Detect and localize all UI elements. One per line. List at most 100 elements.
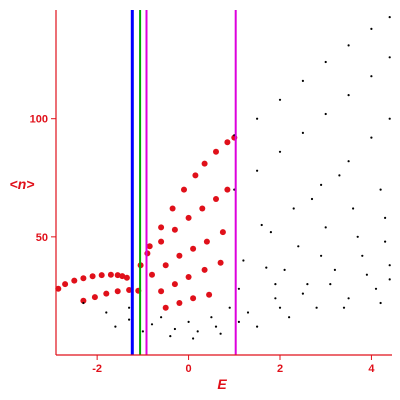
y-tick-label: 100 — [30, 114, 48, 126]
black-dot-point — [320, 183, 323, 186]
black-dot-point — [237, 320, 240, 323]
red-band-point — [114, 288, 121, 295]
red-band-point — [149, 271, 155, 278]
red-band-point — [217, 259, 224, 266]
red-band-point — [201, 266, 208, 273]
black-dot-point — [384, 240, 387, 243]
red-band-point — [176, 252, 183, 259]
red-band-point — [158, 224, 165, 231]
black-dot-point — [219, 332, 222, 335]
black-dot-point — [283, 268, 286, 271]
vertical-lines-layer — [130, 10, 237, 355]
black-dot-point — [301, 131, 304, 134]
red-band-point — [80, 297, 87, 304]
black-dot-point — [333, 268, 336, 271]
red-band-point — [206, 291, 213, 298]
x-tick-label: 2 — [277, 363, 283, 375]
red-band-point — [62, 281, 69, 288]
black-dot-point — [292, 207, 295, 210]
black-dot-point — [347, 297, 350, 300]
x-tick-label: -2 — [92, 363, 102, 375]
red-band-point — [91, 294, 98, 301]
black-dot-point — [329, 283, 332, 286]
black-dot-point — [141, 330, 144, 333]
black-dot-point — [370, 136, 373, 139]
x-axis-title: E — [217, 376, 227, 392]
red-band-point — [181, 186, 187, 193]
black-dot-point — [260, 223, 263, 227]
red-band-point — [98, 272, 105, 279]
black-dot-point — [192, 337, 195, 340]
black-dot-point — [388, 278, 391, 281]
black-dot-point — [160, 316, 163, 319]
red-band-point — [213, 148, 219, 155]
black-dot-point — [352, 207, 355, 210]
red-band-point — [119, 273, 126, 280]
black-dot-point — [315, 306, 318, 309]
black-dot-point — [114, 325, 117, 328]
red-band-point — [224, 139, 231, 146]
black-dot-point — [310, 197, 314, 201]
black-dot-point — [347, 160, 350, 163]
black-dot-point — [384, 216, 387, 219]
black-dot-point — [297, 245, 300, 248]
black-dot-point — [246, 311, 250, 314]
red-band-point — [201, 160, 208, 167]
red-band-point — [71, 277, 78, 284]
red-band-point — [107, 271, 114, 278]
black-dot-point — [278, 98, 282, 101]
black-dot-point — [374, 287, 378, 290]
black-dot-point — [256, 325, 259, 328]
black-dot-point — [356, 235, 359, 238]
red-band-point — [162, 262, 169, 269]
black-dot-point — [256, 117, 259, 120]
black-dot-point — [288, 316, 291, 319]
black-dot-point — [82, 301, 85, 305]
black-dot-point — [237, 287, 240, 290]
red-band-point — [114, 272, 121, 279]
y-axis-title: <n> — [10, 176, 35, 192]
black-dot-point — [105, 311, 108, 314]
black-dot-point — [388, 16, 391, 19]
red-band-point — [169, 205, 176, 212]
red-band-point — [203, 238, 210, 245]
black-dot-point — [214, 325, 218, 328]
black-dot-point — [379, 188, 382, 191]
black-dot-point — [274, 297, 277, 300]
red-band-point — [190, 245, 197, 252]
black-dot-point — [370, 75, 373, 78]
black-dot-point — [269, 231, 272, 234]
black-dot-point — [306, 283, 309, 286]
black-dot-point — [228, 306, 231, 309]
black-dot-point — [278, 306, 282, 309]
red-band-point — [199, 205, 206, 212]
red-band-point — [185, 274, 192, 280]
black-dot-point — [187, 320, 190, 323]
red-band-point — [185, 214, 192, 221]
red-band-point — [103, 290, 110, 297]
black-dot-point — [338, 174, 341, 177]
black-dot-point — [379, 301, 382, 305]
red-band-point — [219, 229, 226, 236]
y-tick-label: 50 — [36, 232, 48, 244]
black-dot-point — [256, 169, 259, 172]
x-tick-label: 0 — [186, 363, 192, 375]
black-dot-point — [301, 79, 304, 82]
red-band-point — [192, 172, 199, 179]
black-dot-point — [128, 318, 131, 321]
ticks-layer: -2 0 2 4 50 100 — [30, 114, 376, 375]
black-dot-point — [388, 56, 391, 59]
black-dot-point — [274, 283, 277, 286]
black-dot-point — [150, 323, 154, 326]
black-dot-point — [210, 316, 213, 319]
red-band-point — [126, 287, 133, 293]
red-band-point — [158, 238, 165, 245]
red-band-point — [224, 186, 231, 193]
red-band-point — [89, 273, 96, 280]
black-dot-point — [324, 112, 327, 116]
black-dot-point — [169, 335, 172, 338]
black-dot-point — [301, 292, 304, 295]
black-dot-point — [347, 94, 350, 97]
red-band-point — [162, 304, 169, 311]
black-dot-point — [324, 226, 327, 229]
